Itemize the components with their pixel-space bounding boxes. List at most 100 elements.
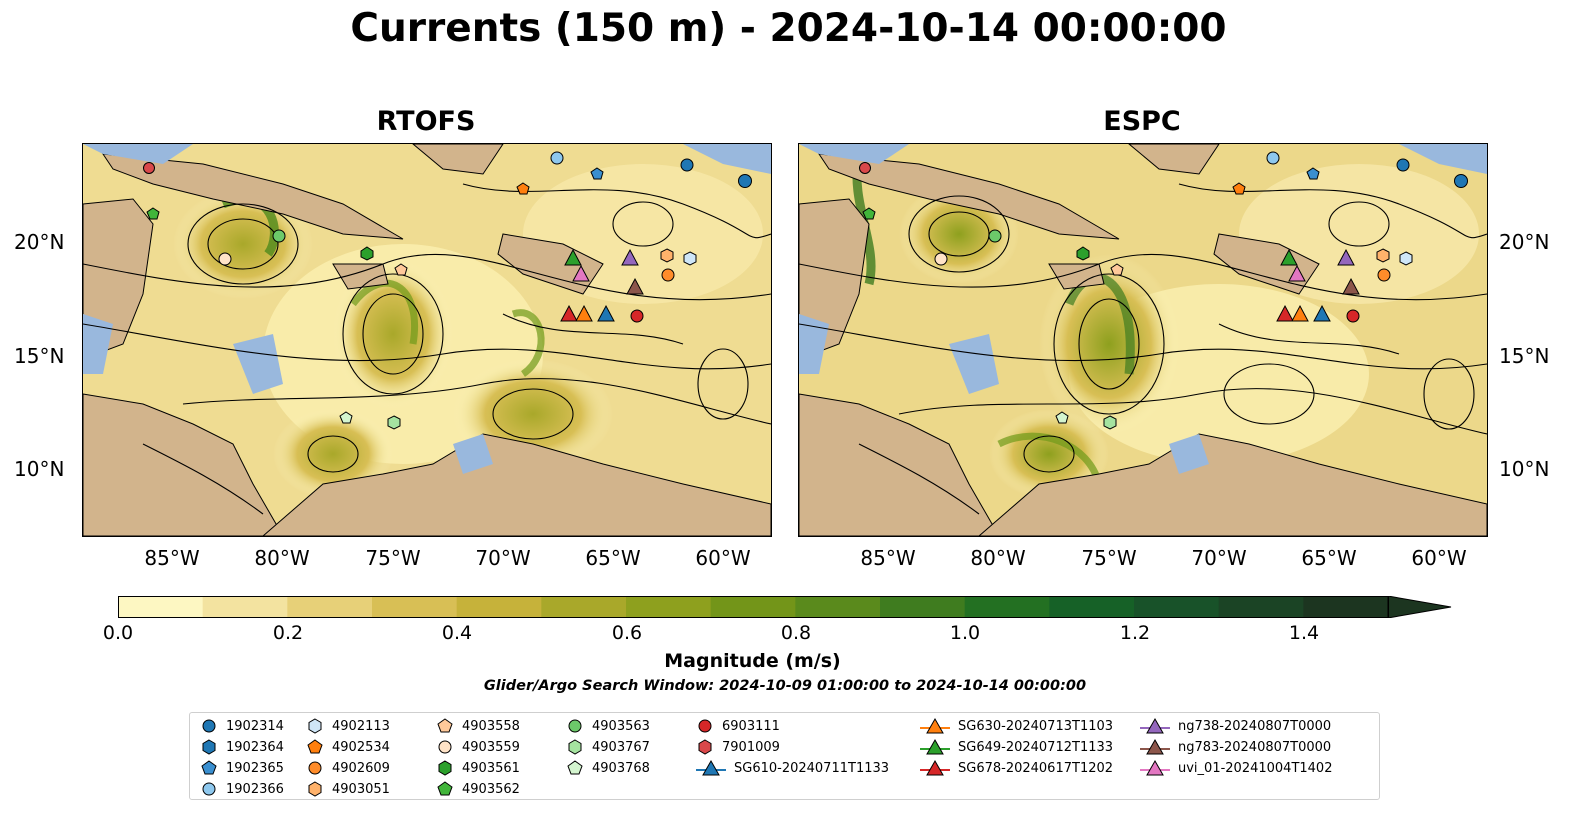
legend-item: ng783-20240807T0000 <box>1140 737 1331 757</box>
legend-label: uvi_01-20241004T1402 <box>1178 760 1333 776</box>
circle-marker-icon <box>202 782 216 796</box>
legend-label: 1902314 <box>226 718 284 734</box>
legend-label: 4903558 <box>462 718 520 734</box>
colorbar-tick-3: 0.6 <box>611 622 643 644</box>
legend-label: 1902366 <box>226 781 284 797</box>
legend-label: 4902609 <box>332 760 390 776</box>
rtofs-map <box>82 143 772 537</box>
legend-label: 4902534 <box>332 739 390 755</box>
lat-label-20n-left: 20°N <box>14 230 65 254</box>
legend-label: 4903559 <box>462 739 520 755</box>
legend-item: 4903051 <box>306 779 390 799</box>
legend-item: 4902534 <box>306 737 390 757</box>
marker-4902609 <box>1377 268 1391 282</box>
colorbar-segment <box>626 596 712 618</box>
marker-4903559 <box>218 252 232 266</box>
legend-label: 4903563 <box>592 718 650 734</box>
colorbar-segment <box>1049 596 1135 618</box>
marker-4903562 <box>146 207 160 220</box>
marker-sg678 <box>1276 304 1294 322</box>
marker-4903563 <box>272 229 286 243</box>
colorbar-extend-arrow <box>1387 596 1452 618</box>
hexagon-marker-icon <box>568 739 582 755</box>
lon-label-60w-espc: 60°W <box>1411 546 1467 570</box>
marker-1902314 <box>1454 174 1468 188</box>
marker-7901009 <box>143 162 155 174</box>
marker-1902366 <box>1266 151 1280 165</box>
lon-label-85w-espc: 85°W <box>860 546 916 570</box>
triangle-marker-icon <box>1140 738 1170 755</box>
marker-4902609 <box>661 268 675 282</box>
colorbar-segment <box>372 596 458 618</box>
legend-item: 4903563 <box>566 716 650 736</box>
lon-label-80w-rtofs: 80°W <box>254 546 310 570</box>
lat-label-10n-left: 10°N <box>14 457 65 481</box>
circle-marker-icon <box>568 719 582 733</box>
lat-label-10n-right: 10°N <box>1499 457 1550 481</box>
legend-label: SG649-20240712T1133 <box>958 739 1114 755</box>
legend-label: 1902365 <box>226 760 284 776</box>
pentagon-marker-icon <box>307 739 323 754</box>
lat-label-20n-right: 20°N <box>1499 230 1550 254</box>
marker-sg630 <box>575 304 593 322</box>
colorbar-tick-2: 0.4 <box>441 622 473 644</box>
legend-item: 1902365 <box>200 758 284 778</box>
legend-label: 4903767 <box>592 739 650 755</box>
triangle-marker-icon <box>920 738 950 755</box>
legend-label: 7901009 <box>722 739 780 755</box>
pentagon-marker-icon <box>437 718 453 733</box>
legend-label: SG630-20240713T1103 <box>958 718 1114 734</box>
lon-label-70w-rtofs: 70°W <box>475 546 531 570</box>
legend-item: 4903562 <box>436 779 520 799</box>
marker-sg610 <box>597 304 615 322</box>
legend-item: 1902314 <box>200 716 284 736</box>
legend-item: SG610-20240711T1133 <box>696 758 889 778</box>
legend-item: uvi_01-20241004T1402 <box>1140 758 1332 778</box>
legend-label: 4903051 <box>332 781 390 797</box>
lon-label-85w-rtofs: 85°W <box>144 546 200 570</box>
marker-6903111 <box>1346 309 1360 323</box>
legend-item: 1902364 <box>200 737 284 757</box>
legend-label: ng738-20240807T0000 <box>1178 718 1332 734</box>
rtofs-map-canvas <box>83 144 771 536</box>
marker-4903051 <box>660 248 674 263</box>
triangle-marker-icon <box>1140 717 1170 734</box>
marker-1902314-a <box>1396 158 1410 172</box>
colorbar <box>118 596 1452 618</box>
marker-sg678 <box>560 304 578 322</box>
marker-sg610 <box>1313 304 1331 322</box>
legend-item: SG630-20240713T1103 <box>920 716 1113 736</box>
marker-4903767 <box>1103 415 1117 430</box>
legend-label: 4903561 <box>462 760 520 776</box>
streamlines <box>83 183 771 515</box>
marker-uvi01 <box>572 264 590 282</box>
marker-4903561 <box>1076 246 1090 261</box>
marker-1902314-a <box>680 158 694 172</box>
marker-4902534 <box>516 182 530 195</box>
marker-ng783 <box>626 277 644 295</box>
espc-map-canvas <box>799 144 1487 536</box>
colorbar-tick-5: 1.0 <box>949 622 981 644</box>
marker-4903559 <box>934 252 948 266</box>
espc-panel-title: ESPC <box>1103 106 1181 137</box>
triangle-marker-icon <box>1140 759 1170 776</box>
lon-label-75w-espc: 75°W <box>1081 546 1137 570</box>
marker-4903558 <box>1110 263 1124 276</box>
lon-label-80w-espc: 80°W <box>970 546 1026 570</box>
hexagon-marker-icon <box>308 781 322 797</box>
hexagon-marker-icon <box>698 739 712 755</box>
marker-1902365 <box>590 167 604 180</box>
legend-label: 4903562 <box>462 781 520 797</box>
marker-1902365 <box>1306 167 1320 180</box>
pentagon-marker-icon <box>201 760 217 775</box>
colorbar-segment <box>1303 596 1389 618</box>
marker-4903768 <box>1055 411 1069 424</box>
marker-4902113 <box>1399 251 1413 266</box>
legend: 1902314 1902364 1902365 1902366 4902113 49025… <box>189 712 1380 800</box>
legend-label: 4903768 <box>592 760 650 776</box>
pentagon-marker-icon <box>567 760 583 775</box>
circle-marker-icon <box>698 719 712 733</box>
colorbar-tick-4: 0.8 <box>780 622 812 644</box>
colorbar-segment <box>118 596 204 618</box>
legend-label: ng783-20240807T0000 <box>1178 739 1332 755</box>
